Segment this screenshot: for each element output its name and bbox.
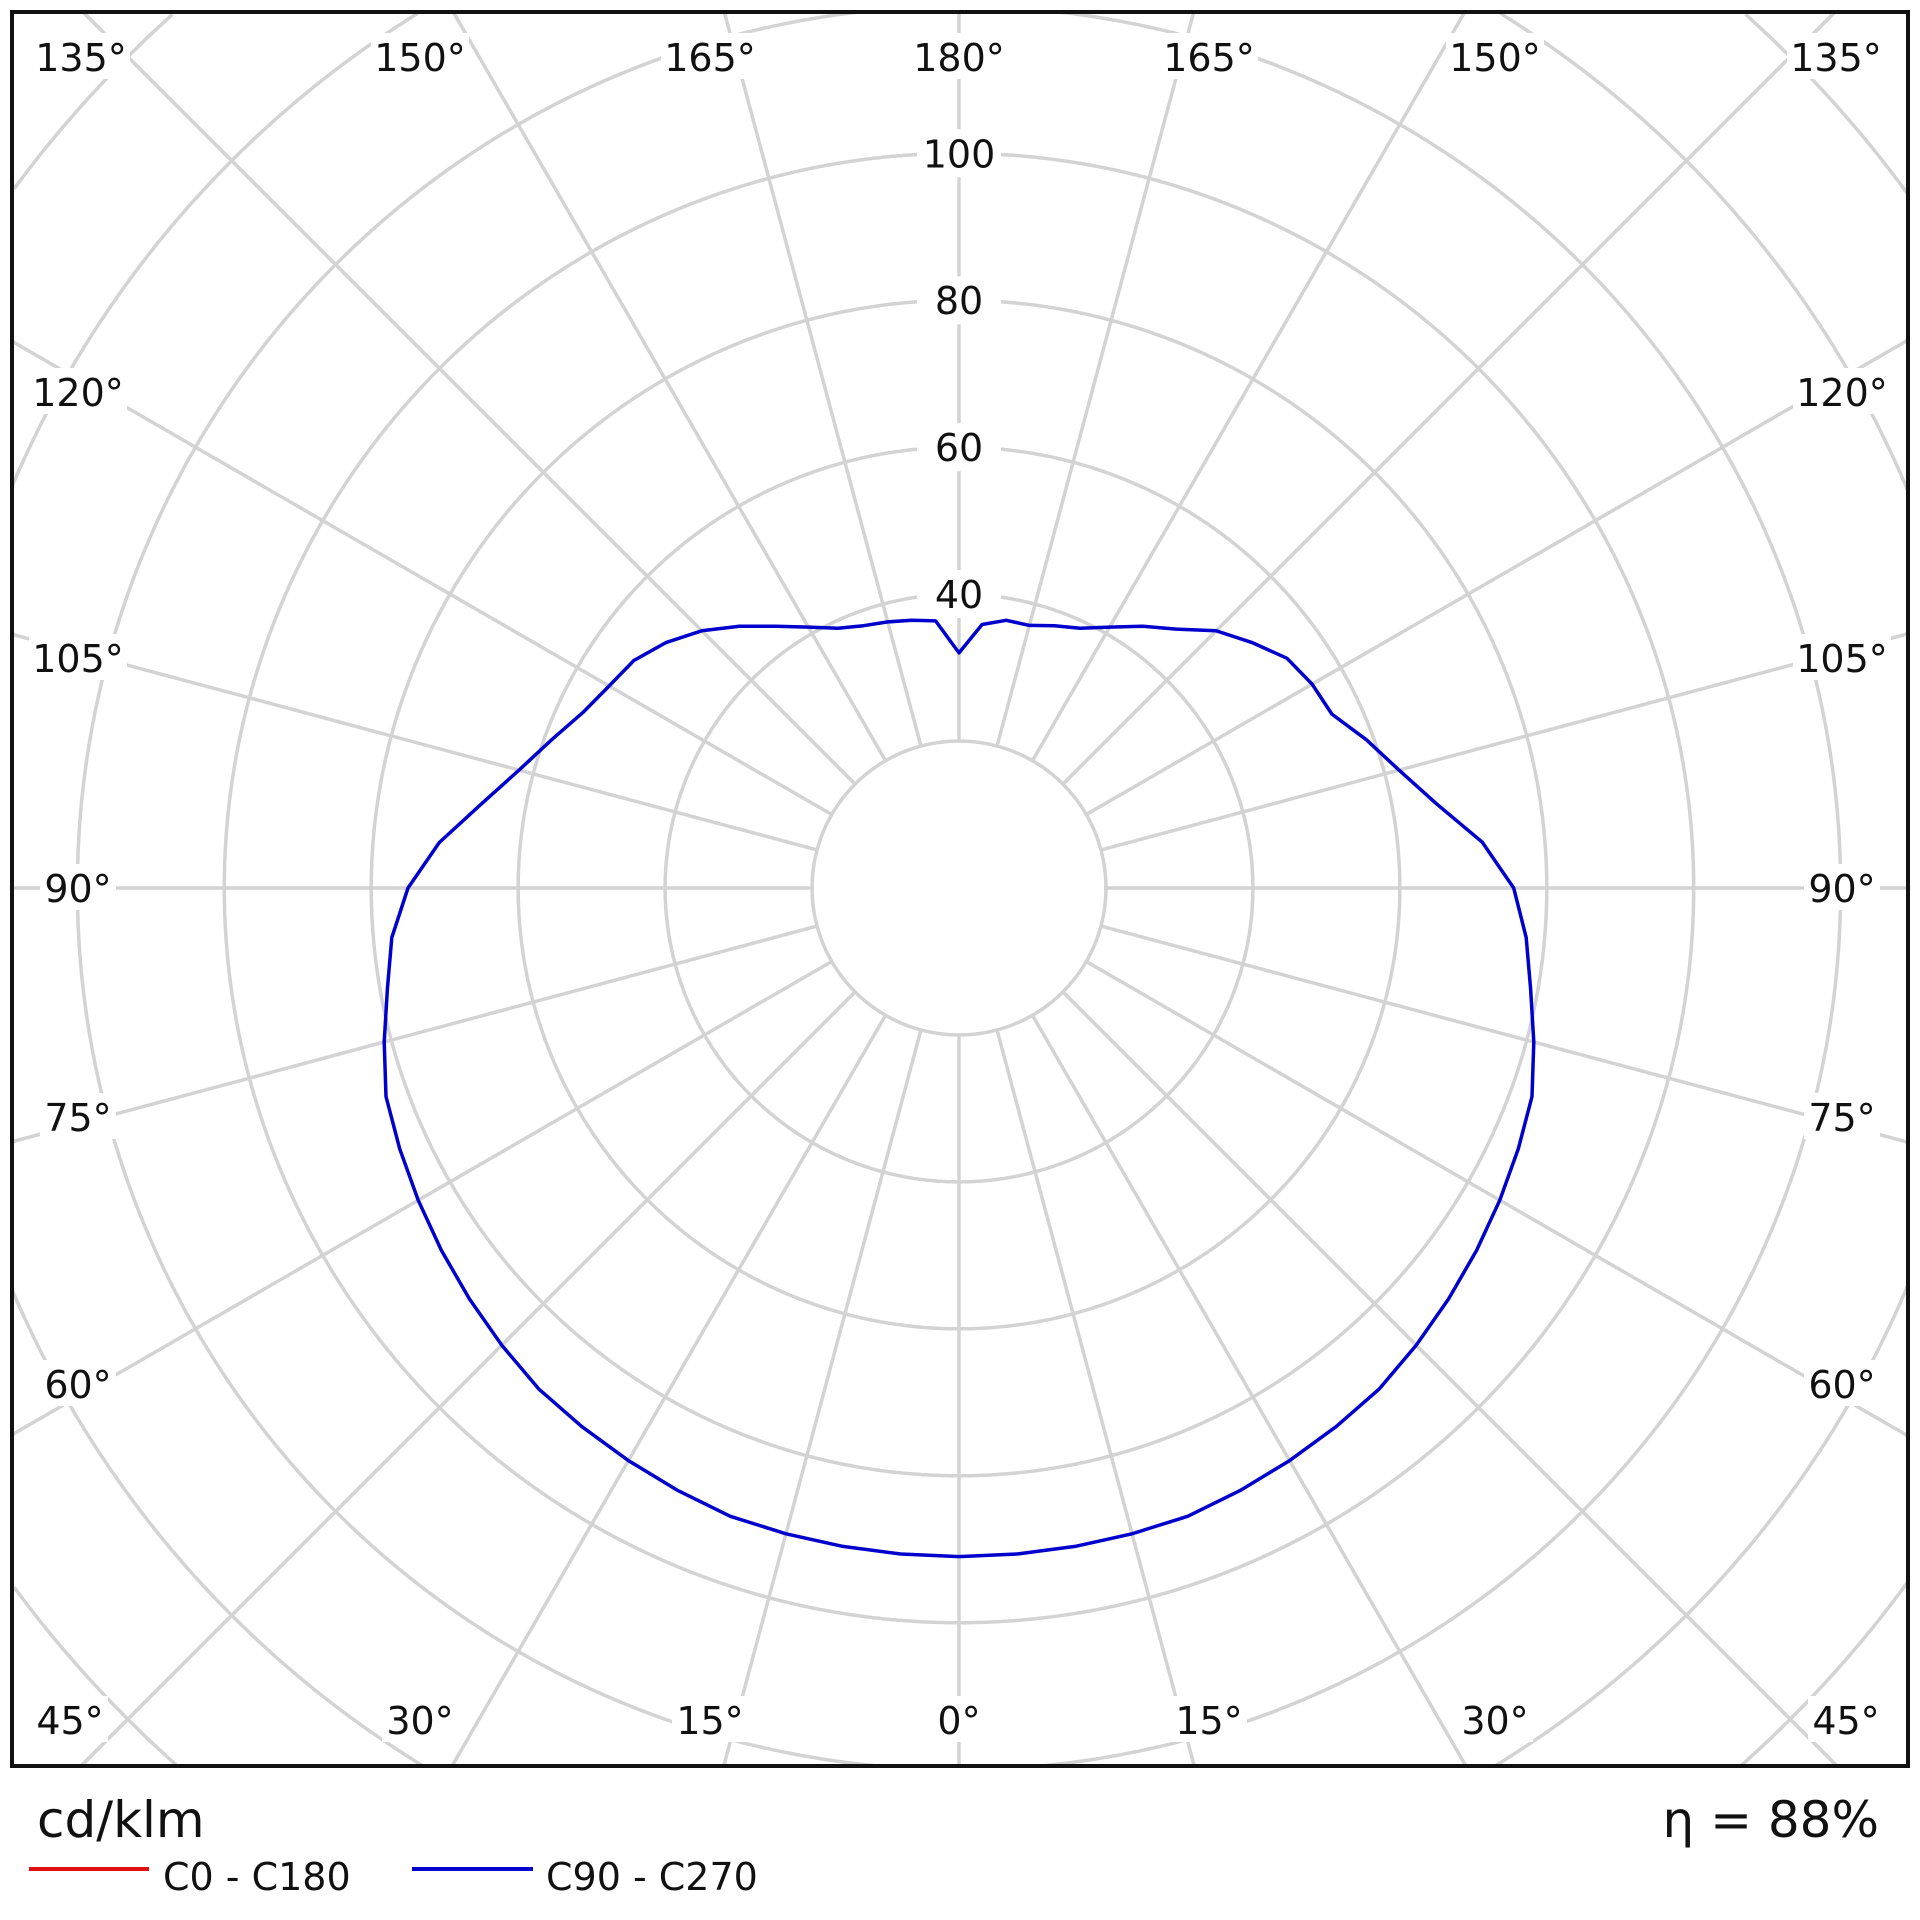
angle-label: 135° — [1790, 36, 1882, 80]
angle-label-bg — [29, 634, 127, 680]
angle-label: 165° — [1163, 36, 1255, 80]
angle-labels: 135° 150° 165° 180° 165° 150° 135° 45° 30° 15° 0° 1… — [29, 33, 1891, 1743]
tick-label-bg — [917, 423, 1001, 472]
angle-label-bg — [1808, 1696, 1884, 1742]
grid-spoke-135 — [1061, 10, 1837, 786]
efficiency-label: η = 88% — [1662, 1791, 1879, 1849]
angle-label-bg — [1804, 1360, 1880, 1406]
grid-spoke-240 — [11, 339, 833, 817]
angle-label: 15° — [676, 1699, 743, 1743]
angle-label-bg — [29, 368, 127, 414]
series-curve-c90-c270 — [382, 618, 1536, 1559]
tick-label-bg — [917, 570, 1001, 619]
angle-label-bg — [1804, 1093, 1880, 1139]
angle-label: 105° — [32, 637, 124, 681]
angle-label: 45° — [1812, 1699, 1879, 1743]
grid-spoke-165 — [995, 11, 1196, 747]
grid-spoke-255 — [11, 632, 818, 852]
angle-label-bg — [32, 1696, 108, 1742]
grid-ring-160 — [1740, 1582, 1909, 1767]
angle-label: 180° — [913, 36, 1005, 80]
grid-spoke-15 — [995, 1029, 1196, 1767]
angle-label-bg — [672, 1696, 748, 1742]
legend-label-c0-c180: C0 - C180 — [163, 1855, 351, 1899]
polar-grid — [10, 10, 1910, 1768]
grid-spoke-225 — [81, 10, 857, 786]
angle-label: 15° — [1175, 1699, 1242, 1743]
angle-label-bg — [40, 1093, 116, 1139]
angle-label-bg — [32, 33, 130, 79]
angle-label-bg — [1804, 864, 1880, 910]
unit-label: cd/klm — [37, 1791, 205, 1849]
angle-label-bg — [371, 33, 469, 79]
radial-tick-labels: 40 60 80 100 — [917, 129, 1001, 619]
grid-spoke-315 — [79, 990, 857, 1768]
grid-spoke-210 — [451, 11, 888, 762]
tick-label-bg — [917, 276, 1001, 325]
grid-spoke-105 — [1100, 632, 1909, 852]
radial-tick-label: 40 — [935, 573, 983, 617]
grid-ring-160 — [1744, 13, 1909, 194]
legend: C0 - C180 C90 - C270 — [29, 1855, 758, 1899]
angle-label: 165° — [664, 36, 756, 80]
angle-label-bg — [1793, 634, 1891, 680]
curves — [382, 618, 1536, 1559]
angle-label: 30° — [386, 1699, 453, 1743]
angle-label: 150° — [1449, 36, 1541, 80]
grid-spoke-120 — [1085, 338, 1909, 817]
grid-spoke-60 — [1085, 959, 1909, 1438]
angle-label: 90° — [44, 867, 111, 911]
grid-spoke-330 — [450, 1014, 888, 1767]
radial-tick-label: 100 — [923, 132, 996, 176]
angle-label-bg — [40, 864, 116, 910]
tick-label-bg — [917, 129, 1001, 178]
angle-label: 60° — [44, 1363, 111, 1407]
angle-label-bg — [1457, 1696, 1533, 1742]
grid-spoke-285 — [11, 924, 818, 1144]
angle-label: 60° — [1808, 1363, 1875, 1407]
angle-label-bg — [1793, 368, 1891, 414]
angle-label-bg — [382, 1696, 458, 1742]
angle-label: 75° — [44, 1096, 111, 1140]
angle-label: 120° — [1796, 371, 1888, 415]
grid-spoke-45 — [1061, 990, 1839, 1768]
grid-spoke-300 — [11, 959, 833, 1437]
grid-ring-140 — [1495, 1285, 1910, 1767]
grid-spoke-150 — [1030, 11, 1467, 762]
angle-label-bg — [1446, 33, 1544, 79]
grid-spoke-75 — [1100, 924, 1909, 1144]
angle-label: 105° — [1796, 637, 1888, 681]
grid-ring-20 — [810, 739, 1108, 1037]
angle-label-bg — [1787, 33, 1885, 79]
angle-label-bg — [40, 1360, 116, 1406]
angle-label: 75° — [1808, 1096, 1875, 1140]
radial-tick-label: 60 — [935, 426, 983, 470]
grid-ring-160 — [12, 13, 174, 190]
angle-label: 45° — [36, 1699, 103, 1743]
grid-spoke-30 — [1030, 1014, 1468, 1767]
angle-label: 135° — [35, 36, 127, 80]
grid-spoke-195 — [722, 11, 923, 747]
angle-label-bg — [1171, 1696, 1247, 1742]
angle-label-bg — [910, 33, 1008, 79]
radial-tick-label: 80 — [935, 279, 983, 323]
angle-label-bg — [1160, 33, 1258, 79]
grid-spoke-345 — [722, 1029, 923, 1767]
legend-label-c90-c270: C90 - C270 — [546, 1855, 758, 1899]
angle-label-bg — [661, 33, 759, 79]
angle-label: 0° — [937, 1699, 980, 1743]
angle-label-bg — [932, 1696, 986, 1742]
plot-frame — [10, 10, 1910, 1768]
angle-label: 120° — [32, 371, 124, 415]
grid-ring-160 — [12, 1586, 178, 1767]
angle-label: 150° — [374, 36, 466, 80]
angle-label: 30° — [1461, 1699, 1528, 1743]
angle-label: 90° — [1808, 867, 1875, 911]
